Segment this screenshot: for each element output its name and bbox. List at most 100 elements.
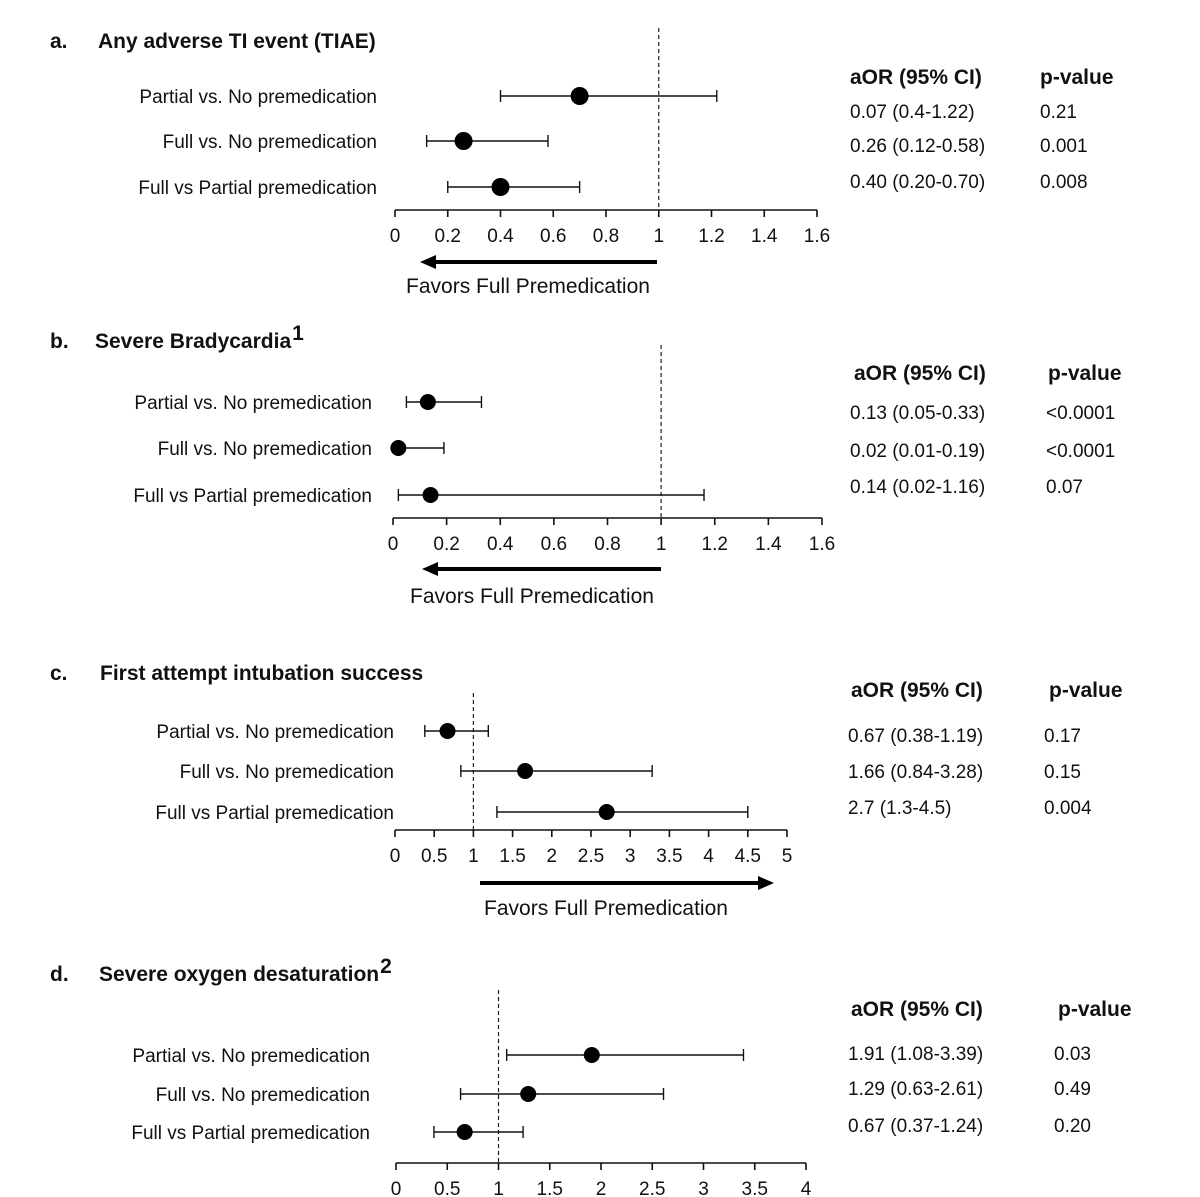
panel-c-letter: c.	[50, 662, 68, 685]
panel-c-pvalue-header: p-value	[1049, 679, 1123, 702]
panel-c-row-label: Full vs. No premedication	[180, 762, 394, 783]
panel-a-row-label: Partial vs. No premedication	[139, 87, 377, 108]
panel-c-pvalue-cell: 0.004	[1044, 798, 1092, 819]
panel-c-x-tick-label: 3.5	[656, 846, 682, 867]
panel-d-x-tick-label: 3	[698, 1179, 709, 1197]
panel-b-x-tick-label: 1.6	[809, 534, 835, 555]
panel-d-x-tick-label: 0.5	[434, 1179, 460, 1197]
panel-a-aor-header: aOR (95% CI)	[850, 66, 982, 89]
panel-b-row-label: Full vs Partial premedication	[133, 486, 372, 507]
panel-a-x-tick-label: 0.4	[487, 226, 514, 247]
panel-c-aor-cell: 1.66 (0.84-3.28)	[848, 762, 983, 783]
panel-c-favors-label: Favors Full Premedication	[484, 897, 728, 920]
panel-a-pvalue-header: p-value	[1040, 66, 1114, 89]
panel-b-aor-header: aOR (95% CI)	[854, 362, 986, 385]
panel-c-estimate-point	[439, 723, 456, 739]
panel-d-aor-header: aOR (95% CI)	[851, 998, 983, 1021]
panel-b-row-label: Full vs. No premedication	[158, 439, 372, 460]
panel-d-aor-cell: 1.29 (0.63-2.61)	[848, 1079, 983, 1100]
panel-b-x-tick-label: 0.2	[433, 534, 459, 555]
panel-a-x-tick-label: 1.2	[698, 226, 724, 247]
panel-c-aor-cell: 0.67 (0.38-1.19)	[848, 726, 983, 747]
panel-d-aor-cell: 0.67 (0.37-1.24)	[848, 1116, 983, 1137]
panel-a-estimate-point	[491, 178, 510, 196]
panel-a-x-tick-label: 1.6	[804, 226, 830, 247]
panel-c-title: First attempt intubation success	[100, 662, 423, 685]
panel-d-estimate-point	[456, 1124, 473, 1140]
panel-d-pvalue-cell: 0.49	[1054, 1079, 1091, 1100]
panel-a-x-tick-label: 0.2	[435, 226, 461, 247]
panel-b-title-superscript: 1	[292, 322, 304, 345]
panel-d-x-tick-label: 2.5	[639, 1179, 665, 1197]
panel-c-row-label: Partial vs. No premedication	[156, 722, 394, 743]
panel-c-x-tick-label: 3	[625, 846, 636, 867]
panel-d-pvalue-cell: 0.03	[1054, 1044, 1091, 1065]
panel-c-x-tick-label: 0	[390, 846, 401, 867]
panel-b-estimate-point	[390, 440, 407, 456]
panel-a-aor-cell: 0.40 (0.20-0.70)	[850, 172, 985, 193]
panel-a-title: Any adverse TI event (TIAE)	[98, 30, 376, 53]
panel-b-aor-cell: 0.13 (0.05-0.33)	[850, 403, 985, 424]
panel-c-x-tick-label: 4.5	[735, 846, 761, 867]
panel-d-x-tick-label: 1	[493, 1179, 504, 1197]
panel-b-pvalue-cell: <0.0001	[1046, 441, 1115, 462]
panel-b-x-tick-label: 0.6	[541, 534, 567, 555]
panel-d-aor-cell: 1.91 (1.08-3.39)	[848, 1044, 983, 1065]
panel-a-x-tick-label: 0	[390, 226, 401, 247]
panel-c-x-tick-label: 4	[703, 846, 714, 867]
panel-b-favors-label: Favors Full Premedication	[410, 585, 654, 608]
panel-d-row-label: Full vs Partial premedication	[131, 1123, 370, 1144]
panel-d-title: Severe oxygen desaturation	[99, 963, 379, 986]
panel-c-aor-header: aOR (95% CI)	[851, 679, 983, 702]
panel-b-x-tick-label: 0	[388, 534, 399, 555]
panel-a-x-tick-label: 1.4	[751, 226, 778, 247]
panel-b-aor-cell: 0.02 (0.01-0.19)	[850, 441, 985, 462]
panel-c-aor-cell: 2.7 (1.3-4.5)	[848, 798, 952, 819]
panel-a-x-tick-label: 0.6	[540, 226, 566, 247]
panel-b-estimate-point	[419, 394, 436, 410]
panel-a-pvalue-cell: 0.001	[1040, 136, 1088, 157]
panel-a-estimate-point	[570, 87, 589, 105]
panel-b-aor-cell: 0.14 (0.02-1.16)	[850, 477, 985, 498]
panel-a-estimate-point	[454, 132, 473, 150]
panel-b-pvalue-cell: <0.0001	[1046, 403, 1115, 424]
panel-c-row-label: Full vs Partial premedication	[155, 803, 394, 824]
panel-c-x-tick-label: 0.5	[421, 846, 447, 867]
panel-c-estimate-point	[598, 804, 615, 820]
panel-d-pvalue-cell: 0.20	[1054, 1116, 1091, 1137]
panel-a-row-label: Full vs Partial premedication	[138, 178, 377, 199]
panel-a-pvalue-cell: 0.008	[1040, 172, 1088, 193]
panel-d-x-tick-label: 0	[391, 1179, 402, 1197]
panel-c-x-tick-label: 5	[782, 846, 793, 867]
panel-a-aor-cell: 0.07 (0.4-1.22)	[850, 102, 975, 123]
panel-a-letter: a.	[50, 30, 68, 53]
panel-d-x-tick-label: 4	[801, 1179, 812, 1197]
panel-d-row-label: Full vs. No premedication	[156, 1085, 370, 1106]
panel-b-row-label: Partial vs. No premedication	[134, 393, 372, 414]
panel-d-x-tick-label: 1.5	[537, 1179, 563, 1197]
panel-d-row-label: Partial vs. No premedication	[132, 1046, 370, 1067]
panel-b-x-tick-label: 0.4	[487, 534, 514, 555]
panel-b-x-tick-label: 1	[656, 534, 667, 555]
panel-b-x-tick-label: 0.8	[594, 534, 620, 555]
panel-b-pvalue-header: p-value	[1048, 362, 1122, 385]
panel-b-x-tick-label: 1.4	[755, 534, 782, 555]
panel-a-x-tick-label: 1	[653, 226, 664, 247]
panel-c-x-tick-label: 1	[468, 846, 479, 867]
panel-a-row-label: Full vs. No premedication	[163, 132, 377, 153]
panel-d-x-tick-label: 3.5	[742, 1179, 768, 1197]
panel-b-letter: b.	[50, 330, 69, 353]
panel-d-estimate-point	[583, 1047, 600, 1063]
panel-d-estimate-point	[520, 1086, 537, 1102]
panel-c-pvalue-cell: 0.17	[1044, 726, 1081, 747]
panel-b-pvalue-cell: 0.07	[1046, 477, 1083, 498]
panel-d-x-tick-label: 2	[596, 1179, 607, 1197]
panel-b-favors-arrowhead	[422, 562, 438, 576]
panel-a-favors-arrowhead	[420, 255, 436, 269]
panel-b-estimate-point	[422, 487, 439, 503]
panel-d-pvalue-header: p-value	[1058, 998, 1132, 1021]
panel-d-title-superscript: 2	[380, 955, 392, 978]
panel-c-x-tick-label: 2.5	[578, 846, 604, 867]
panel-a-aor-cell: 0.26 (0.12-0.58)	[850, 136, 985, 157]
